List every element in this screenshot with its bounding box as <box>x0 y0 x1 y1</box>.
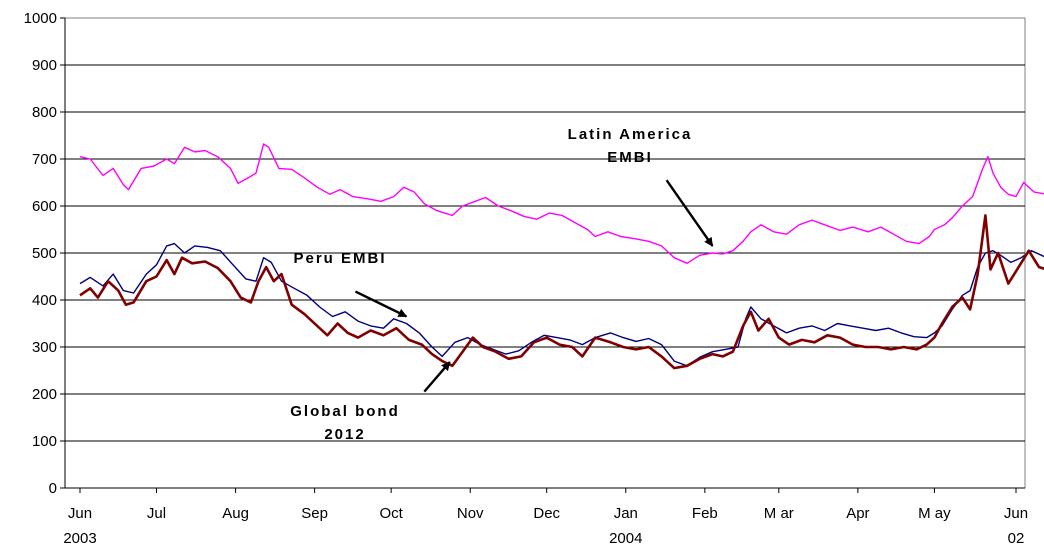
y-tick-label: 600 <box>32 198 57 215</box>
x-tick-label: Jun <box>1004 505 1028 522</box>
annotation-label-peru-embi: Peru EMBI <box>293 250 386 267</box>
y-tick-label: 400 <box>32 292 57 309</box>
annotations: Latin America EMBI Peru EMBI Global bond 201… <box>290 126 714 443</box>
y-tick-label: 1000 <box>24 10 57 27</box>
annotation-label-latin-america-embi: Latin America <box>568 126 693 143</box>
x-tick-label: Feb <box>692 505 718 522</box>
y-tick-label: 0 <box>49 480 57 497</box>
x-tick-sublabel: 02 <box>1008 530 1025 547</box>
series-line-latin-america-embi <box>79 143 1044 264</box>
x-tick-label: M ar <box>764 505 794 522</box>
x-tick-label: Aug <box>222 505 249 522</box>
gridlines <box>65 64 1025 442</box>
annotation-arrow-latin-america-embi <box>665 179 714 247</box>
y-tick-label: 700 <box>32 151 57 168</box>
series-lines <box>79 143 1044 370</box>
annotation-label-global-bond-2012: 2012 <box>324 426 365 443</box>
x-tick-label: Apr <box>846 505 869 522</box>
x-tick-label: Jul <box>147 505 166 522</box>
annotation-label-latin-america-embi: EMBI <box>607 149 653 166</box>
x-tick-sublabel: 2003 <box>63 530 96 547</box>
x-tick-sublabel: 2004 <box>609 530 642 547</box>
annotation-arrow-global-bond-2012 <box>423 361 451 393</box>
y-tick-label: 900 <box>32 57 57 74</box>
x-tick-label: Dec <box>533 505 560 522</box>
x-tick-label: Jan <box>614 505 638 522</box>
x-tick-label: Oct <box>379 505 403 522</box>
annotation-label-global-bond-2012: Global bond <box>290 403 400 420</box>
y-tick-label: 200 <box>32 386 57 403</box>
x-tick-label: Nov <box>457 505 484 522</box>
x-tick-label: Sep <box>301 505 328 522</box>
y-tick-label: 300 <box>32 339 57 356</box>
series-line-global-bond-2012 <box>79 214 1044 370</box>
x-tick-label: M ay <box>918 505 951 522</box>
y-axis: 0 100 200 300 400 500 600 700 800 900 1000 <box>24 10 66 497</box>
y-tick-label: 500 <box>32 245 57 262</box>
y-tick-label: 100 <box>32 433 57 450</box>
y-tick-label: 800 <box>32 104 57 121</box>
x-tick-label: Jun <box>68 505 92 522</box>
x-axis: Jun 2003 Jul Aug Sep Oct Nov Dec Jan 2004 Feb M ar A… <box>63 487 1028 547</box>
annotation-arrow-peru-embi <box>354 290 408 318</box>
